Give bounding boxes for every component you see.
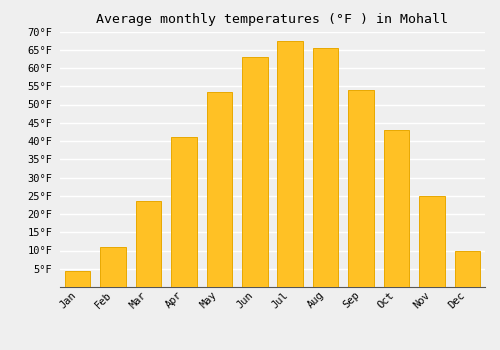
Bar xyxy=(313,48,338,287)
Bar xyxy=(242,57,268,287)
Bar xyxy=(136,201,162,287)
Bar xyxy=(65,271,90,287)
Bar xyxy=(454,251,480,287)
Bar xyxy=(278,41,303,287)
Bar xyxy=(171,137,196,287)
Bar xyxy=(384,130,409,287)
Bar xyxy=(348,90,374,287)
Title: Average monthly temperatures (°F ) in Mohall: Average monthly temperatures (°F ) in Mo… xyxy=(96,13,448,26)
Bar xyxy=(206,92,232,287)
Bar xyxy=(419,196,444,287)
Bar xyxy=(100,247,126,287)
